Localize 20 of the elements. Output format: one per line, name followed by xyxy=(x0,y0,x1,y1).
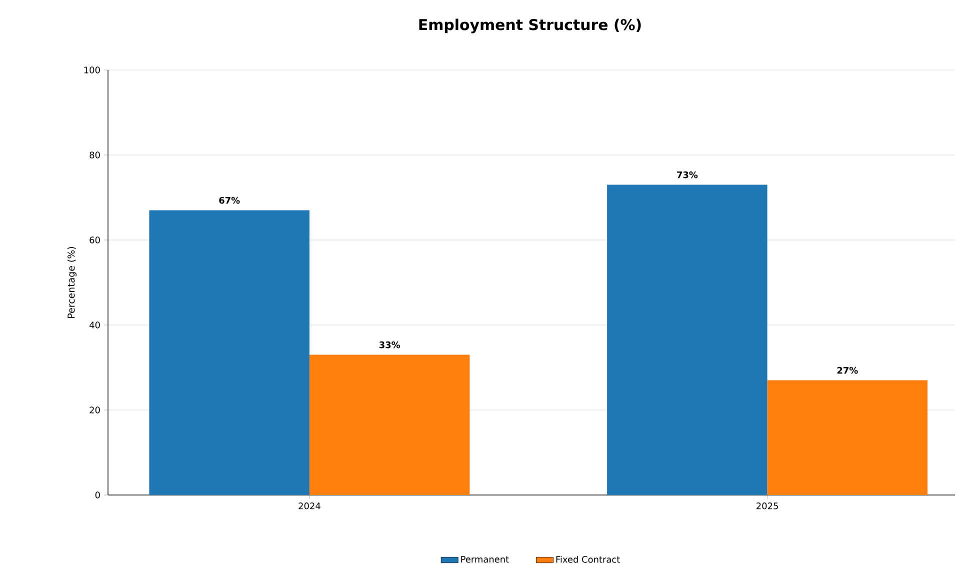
data-label: 67% xyxy=(219,196,240,204)
data-label: 73% xyxy=(677,171,698,178)
y-tick-label: 100 xyxy=(84,66,100,74)
y-tick-label: 0 xyxy=(95,492,100,498)
legend-label: Fixed Contract xyxy=(556,556,620,563)
bar xyxy=(149,210,310,495)
y-tick-label: 20 xyxy=(90,406,100,414)
chart-title: Employment Structure (%) xyxy=(419,18,641,34)
y-tick-label: 60 xyxy=(90,236,100,244)
x-tick-label: 2024 xyxy=(298,502,320,510)
bar xyxy=(767,380,928,495)
bar xyxy=(309,354,470,495)
legend-label: Permanent xyxy=(461,556,509,563)
y-tick-label: 40 xyxy=(90,322,100,328)
data-label: 33% xyxy=(379,341,400,348)
bar xyxy=(607,184,768,495)
x-tick-label: 2025 xyxy=(756,502,778,510)
y-axis-title: Percentage (%) xyxy=(67,246,77,318)
y-tick-label: 80 xyxy=(90,152,100,158)
data-label: 27% xyxy=(837,366,858,374)
